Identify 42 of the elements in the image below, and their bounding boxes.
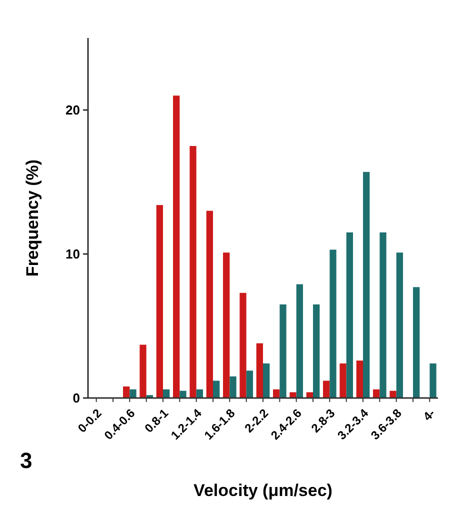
- bar: [330, 250, 336, 398]
- bar: [156, 205, 163, 398]
- bar: [280, 304, 286, 398]
- bar: [230, 376, 236, 398]
- text: 3: [20, 448, 32, 473]
- bar: [413, 287, 420, 398]
- bar: [363, 172, 370, 398]
- bar: [130, 389, 136, 398]
- bar: [273, 389, 280, 398]
- bar: [346, 232, 353, 398]
- bar: [190, 146, 196, 398]
- bar: [213, 380, 220, 398]
- bar: [430, 363, 436, 398]
- bar: [356, 360, 363, 398]
- x-tick-label: 4-: [420, 406, 438, 424]
- bar: [290, 392, 296, 398]
- bar: [196, 389, 203, 398]
- bar: [246, 370, 253, 398]
- bar: [323, 380, 330, 398]
- y-tick-label: 10: [66, 246, 80, 262]
- bar: [256, 343, 263, 398]
- bar: [163, 389, 170, 398]
- bar: [223, 252, 230, 398]
- bar: [180, 390, 186, 398]
- y-tick-label: 0: [72, 390, 80, 406]
- bar: [396, 252, 403, 398]
- bar: [123, 386, 130, 398]
- bar: [140, 344, 146, 398]
- bar: [390, 390, 396, 398]
- x-axis-title: Velocity (μm/sec): [194, 481, 332, 500]
- bar: [263, 363, 270, 398]
- y-axis-title: Frequency (%): [23, 159, 42, 277]
- bar: [373, 389, 380, 398]
- bar: [240, 292, 246, 398]
- bar: [340, 363, 346, 398]
- bar: [306, 392, 313, 398]
- bar: [313, 304, 320, 398]
- bar: [173, 96, 180, 398]
- bar: [206, 210, 213, 398]
- y-tick-label: 20: [66, 102, 80, 118]
- bar: [380, 232, 386, 398]
- bar: [296, 284, 303, 398]
